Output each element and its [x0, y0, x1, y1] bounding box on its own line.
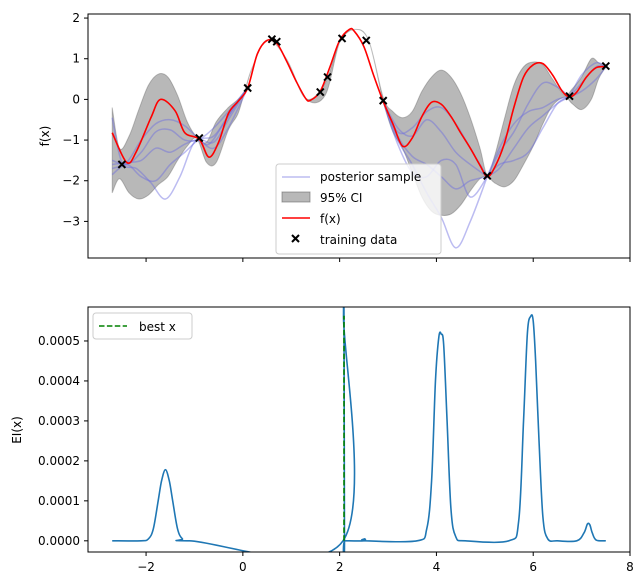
top-x-ticks [145, 258, 631, 262]
legend-f-label: f(x) [320, 212, 341, 226]
bottom-ytick-label: 0.0004 [38, 374, 80, 388]
training-point-stroke-b [337, 34, 347, 43]
legend-ci-label: 95% CI [320, 191, 362, 205]
bottom-xtick-label: 4 [433, 560, 441, 574]
training-point-stroke-b [323, 72, 332, 82]
training-point-2 [243, 83, 252, 93]
training-point-stroke-b [483, 171, 492, 181]
training-point-stroke-b [267, 35, 277, 44]
top-legend: posterior sample 95% CI f(x) training da… [275, 163, 442, 255]
training-point-7 [337, 34, 347, 43]
training-point-0 [117, 160, 127, 169]
bottom-xtick-label: 6 [529, 560, 537, 574]
bottom-y-ticks: 0.0000 0.0001 0.0002 0.0003 0.0004 0.0005 [38, 334, 88, 548]
training-point-stroke-b [316, 87, 325, 97]
ei-curve [112, 307, 606, 552]
bottom-ytick-label: 0.0003 [38, 414, 80, 428]
bottom-legend-box [92, 312, 193, 340]
legend-best-label: best x [139, 320, 176, 334]
bottom-axes-frame [87, 306, 631, 553]
training-point-stroke-b [362, 36, 371, 45]
bottom-xtick-label: 8 [626, 560, 634, 574]
posterior-sample-11 [486, 96, 570, 178]
legend-train-swatch [291, 234, 300, 243]
training-point-9 [378, 96, 388, 105]
bottom-ytick-label: 0.0005 [38, 334, 80, 348]
bottom-y-axis-label: EI(x) [10, 416, 24, 444]
training-point-3 [267, 35, 277, 44]
training-point-12 [601, 61, 611, 71]
training-point-8 [362, 36, 371, 45]
posterior-sample-0 [111, 87, 249, 200]
legend-ci-swatch [281, 191, 311, 203]
top-legend-box [275, 163, 442, 255]
training-point-stroke-b [117, 160, 127, 169]
top-ytick-label: 0 [72, 92, 80, 106]
training-point-stroke-b [378, 96, 388, 105]
top-y-ticks: −3 −2 −1 0 1 2 [62, 11, 88, 228]
bottom-ytick-label: 0.0000 [38, 534, 80, 548]
top-axes-frame [87, 13, 631, 259]
posterior-sample-13 [486, 96, 570, 178]
top-ytick-label: −2 [62, 174, 80, 188]
bottom-xtick-label: 2 [336, 560, 344, 574]
posterior-sample-4 [112, 87, 249, 166]
bottom-panel: 0.0000 0.0001 0.0002 0.0003 0.0004 0.0005 −2 0… [10, 306, 634, 574]
bottom-plot-area [112, 307, 606, 552]
training-point-stroke-b [601, 61, 611, 71]
training-point-11 [565, 91, 574, 101]
training-point-4 [272, 37, 281, 46]
bottom-ytick-label: 0.0002 [38, 454, 80, 468]
posterior-sample-14 [568, 61, 607, 98]
f-curve [111, 27, 606, 178]
bottom-legend: best x [92, 312, 193, 340]
training-point-1 [195, 133, 204, 143]
legend-sample-label: posterior sample [320, 170, 421, 184]
training-point-5 [316, 87, 325, 97]
posterior-sample-3 [111, 87, 249, 183]
top-ytick-label: 2 [72, 11, 80, 25]
top-panel: −3 −2 −1 0 1 2 f(x) posterior sample 95% CI f… [38, 11, 631, 262]
top-ytick-label: 1 [72, 52, 80, 66]
top-ytick-label: −1 [62, 133, 80, 147]
posterior-sample-12 [486, 81, 570, 178]
training-point-stroke-b [565, 91, 574, 101]
training-point-stroke-b [272, 37, 281, 46]
training-point-stroke-b [195, 133, 204, 143]
posterior-sample-6 [382, 101, 488, 178]
top-y-axis-label: f(x) [38, 126, 52, 147]
bottom-ytick-label: 0.0001 [38, 494, 80, 508]
bottom-x-ticks: −2 0 2 4 6 8 [137, 552, 634, 574]
posterior-sample-10 [486, 96, 570, 177]
top-ytick-label: −3 [62, 214, 80, 228]
training-point-stroke-b [243, 83, 252, 93]
legend-train-label: training data [320, 233, 397, 247]
bottom-xtick-label: 0 [239, 560, 247, 574]
training-point-10 [483, 171, 492, 181]
bottom-xtick-label: −2 [137, 560, 155, 574]
posterior-sample-2 [111, 87, 249, 170]
posterior-sample-1 [111, 87, 249, 166]
training-point-6 [323, 72, 332, 82]
